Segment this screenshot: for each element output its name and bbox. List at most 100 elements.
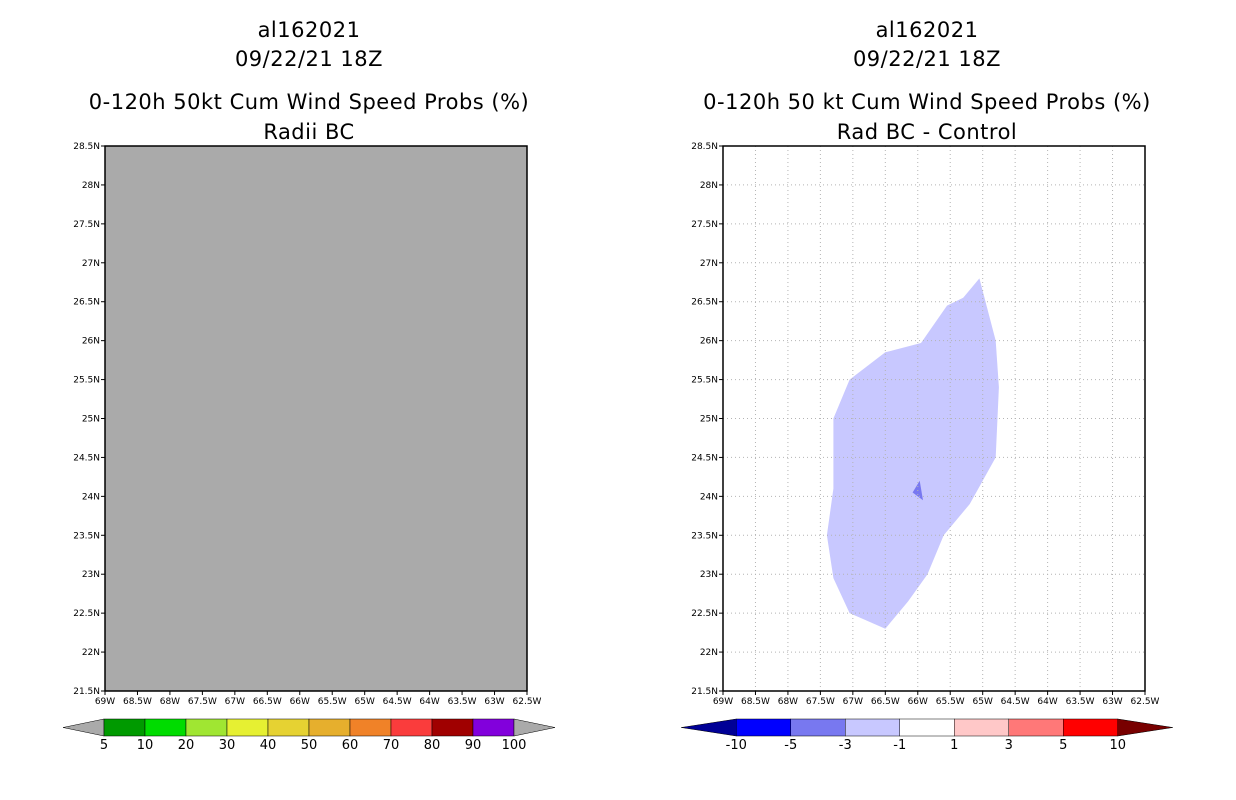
y-tick-label: 23.5N — [691, 531, 718, 541]
y-tick-label: 28.5N — [691, 142, 718, 152]
colorbar-label: 10 — [1109, 738, 1126, 753]
colorbar-segment — [431, 718, 474, 737]
colorbar-segment — [472, 718, 515, 737]
x-tick-label: 64W — [1037, 697, 1057, 707]
y-tick-label: 24.5N — [73, 453, 100, 463]
colorbar-segment — [103, 718, 146, 737]
colorbar-label: 10 — [137, 738, 154, 753]
y-tick-label: 26N — [82, 337, 100, 347]
y-tick-label: 27.5N — [73, 220, 100, 230]
left-storm-id: al162021 — [257, 18, 361, 42]
colorbar-label: 20 — [178, 738, 195, 753]
colorbar-segment — [845, 718, 900, 737]
colorbar-under-triangle — [681, 718, 737, 737]
y-tick-label: 25.5N — [691, 376, 718, 386]
y-tick-label: 21.5N — [691, 687, 718, 697]
colorbar-label: 70 — [383, 738, 400, 753]
colorbar-label: 100 — [502, 738, 527, 753]
y-tick-label: 22N — [82, 648, 100, 658]
x-tick-label: 65W — [355, 697, 375, 707]
colorbar-segment — [308, 718, 351, 737]
colorbar-segment — [267, 718, 310, 737]
colorbar-label: -10 — [726, 738, 747, 753]
colorbar-segment — [790, 718, 846, 737]
colorbar-segment — [144, 718, 187, 737]
colorbar-segment — [954, 718, 1009, 737]
colorbar-segment — [1008, 718, 1064, 737]
colorbar-label: 3 — [1005, 738, 1013, 753]
left-chart-subtitle: Radii BC — [263, 120, 355, 144]
x-tick-label: 65.5W — [936, 697, 965, 707]
x-tick-label: 64W — [419, 697, 439, 707]
colorbar-label: 50 — [301, 738, 318, 753]
right-storm-id: al162021 — [875, 18, 979, 42]
x-tick-label: 63.5W — [448, 697, 477, 707]
colorbar-label: 30 — [219, 738, 236, 753]
x-tick-label: 63W — [1102, 697, 1122, 707]
right-chart-title: 0-120h 50 kt Cum Wind Speed Probs (%) — [703, 90, 1151, 114]
y-tick-label: 28N — [700, 181, 718, 191]
y-tick-label: 24N — [82, 492, 100, 502]
x-tick-label: 67.5W — [188, 697, 217, 707]
x-tick-label: 69W — [95, 697, 115, 707]
colorbar-label: -5 — [784, 738, 797, 753]
colorbar-segment — [1063, 718, 1118, 737]
x-tick-label: 68W — [160, 697, 180, 707]
y-tick-label: 25N — [700, 415, 718, 425]
colorbar-over-triangle — [1117, 718, 1173, 737]
y-tick-label: 27.5N — [691, 220, 718, 230]
colorbar-label: 40 — [260, 738, 277, 753]
left-panel: al162021 09/22/21 18Z 0-120h 50kt Cum Wi… — [62, 18, 556, 753]
left-chart: 69W 68.5W 68W 67.5W 67W 66.5W 66W 65.5W 65W 64.5W… — [62, 142, 556, 753]
colorbar-segment — [349, 718, 392, 737]
y-tick-label: 26.5N — [73, 298, 100, 308]
colorbar-segment — [390, 718, 433, 737]
y-tick-label: 26N — [700, 337, 718, 347]
x-tick-label: 64.5W — [1001, 697, 1030, 707]
y-tick-label: 22.5N — [73, 609, 100, 619]
left-chart-title: 0-120h 50kt Cum Wind Speed Probs (%) — [88, 90, 530, 114]
x-tick-label: 68.5W — [741, 697, 770, 707]
x-tick-label: 62.5W — [1131, 697, 1160, 707]
colorbar-label: 60 — [342, 738, 359, 753]
x-tick-label: 65W — [973, 697, 993, 707]
x-tick-label: 66.5W — [253, 697, 282, 707]
x-tick-label: 66W — [908, 697, 928, 707]
x-tick-label: 67W — [843, 697, 863, 707]
x-tick-label: 68W — [778, 697, 798, 707]
colorbar-over-triangle — [513, 718, 556, 737]
x-tick-label: 63.5W — [1066, 697, 1095, 707]
x-tick-label: 66.5W — [871, 697, 900, 707]
right-panel: al162021 09/22/21 18Z 0-120h 50 kt Cum W… — [618, 0, 1236, 800]
x-tick-label: 66W — [290, 697, 310, 707]
y-tick-label: 23N — [82, 570, 100, 580]
colorbar-segment — [185, 718, 228, 737]
y-tick-label: 22.5N — [691, 609, 718, 619]
colorbar-label: -3 — [839, 738, 852, 753]
colorbar-under-triangle — [62, 718, 105, 737]
right-chart-subtitle: Rad BC - Control — [836, 120, 1018, 144]
colorbar-segment — [736, 718, 791, 737]
x-tick-label: 67.5W — [806, 697, 835, 707]
x-tick-label: 69W — [713, 697, 733, 707]
plot-area — [105, 146, 527, 691]
y-tick-label: 24.5N — [691, 453, 718, 463]
colorbar-segment — [226, 718, 269, 737]
y-tick-label: 23N — [700, 570, 718, 580]
y-tick-label: 26.5N — [691, 298, 718, 308]
y-tick-label: 27N — [82, 259, 100, 269]
colorbar-label: 5 — [100, 738, 108, 753]
colorbar-segment — [899, 718, 955, 737]
y-tick-label: 23.5N — [73, 531, 100, 541]
colorbar-label: -1 — [893, 738, 906, 753]
left-datetime: 09/22/21 18Z — [234, 47, 384, 71]
colorbar-label: 80 — [424, 738, 441, 753]
y-tick-label: 28.5N — [73, 142, 100, 152]
x-tick-label: 64.5W — [383, 697, 412, 707]
y-tick-label: 22N — [700, 648, 718, 658]
colorbar-label: 90 — [465, 738, 482, 753]
y-tick-label: 25N — [82, 415, 100, 425]
y-tick-label: 25.5N — [73, 376, 100, 386]
y-tick-label: 21.5N — [73, 687, 100, 697]
region-0 — [826, 278, 999, 629]
